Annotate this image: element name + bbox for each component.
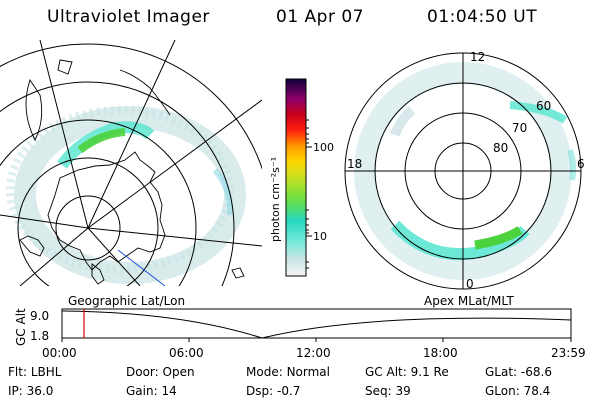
flt-field: Flt: LBHL <box>8 365 62 379</box>
colorbar: 100 10 photon cm⁻²s⁻¹ <box>269 78 334 277</box>
colorbar-tick-10: 10 <box>313 230 327 243</box>
altitude-curve <box>61 310 572 339</box>
y-tick-high: 9.0 <box>30 309 49 323</box>
door-field: Door: Open <box>126 365 195 379</box>
polar-grid <box>344 52 582 290</box>
mlt-label-dusk: 18 <box>347 157 362 171</box>
timeline-left-label: Geographic Lat/Lon <box>68 294 185 308</box>
x-tick-0000: 00:00 <box>42 346 77 360</box>
lat-label-60: 60 <box>536 99 551 113</box>
altitude-timeline: Geographic Lat/Lon Apex MLat/MLT GC Alt … <box>14 294 586 360</box>
instrument-title: Ultraviolet Imager <box>47 7 210 27</box>
timeline-right-label: Apex MLat/MLT <box>424 294 514 308</box>
satellite-ground-track <box>117 249 166 286</box>
mlt-label-dawn: 6 <box>577 157 585 171</box>
glat-field: GLat: -68.6 <box>485 365 552 379</box>
lat-label-70: 70 <box>512 121 527 135</box>
dsp-field: Dsp: -0.7 <box>246 384 301 398</box>
coastlines <box>19 59 245 285</box>
observation-time: 01:04:50 UT <box>427 7 538 27</box>
x-tick-1800: 18:00 <box>423 346 458 360</box>
aurora-emission-geographic <box>6 106 246 284</box>
colorbar-tick-100: 100 <box>313 141 334 154</box>
x-tick-2359: 23:59 <box>551 346 586 360</box>
y-axis-label: GC Alt <box>14 308 28 346</box>
observation-date: 01 Apr 07 <box>276 7 364 27</box>
x-tick-1200: 12:00 <box>296 346 331 360</box>
glon-field: GLon: 78.4 <box>485 384 551 398</box>
gain-field: Gain: 14 <box>126 384 177 398</box>
gc-alt-field: GC Alt: 9.1 Re <box>365 365 449 379</box>
ip-field: IP: 36.0 <box>8 384 54 398</box>
polar-mlt-panel: 12 18 6 0 60 70 80 <box>344 50 585 291</box>
seq-field: Seq: 39 <box>365 384 411 398</box>
colorbar-unit-label: photon cm⁻²s⁻¹ <box>269 157 282 242</box>
timeline-plot-frame <box>61 308 572 339</box>
mlt-label-midnight: 0 <box>466 277 474 291</box>
geographic-map-panel <box>0 40 262 286</box>
longitude-lines <box>0 40 262 286</box>
mode-field: Mode: Normal <box>246 365 330 379</box>
lat-label-80: 80 <box>493 141 508 155</box>
y-tick-low: 1.8 <box>30 329 49 343</box>
mlt-label-noon: 12 <box>470 50 485 64</box>
x-tick-0600: 06:00 <box>169 346 204 360</box>
latitude-circles <box>0 43 262 286</box>
